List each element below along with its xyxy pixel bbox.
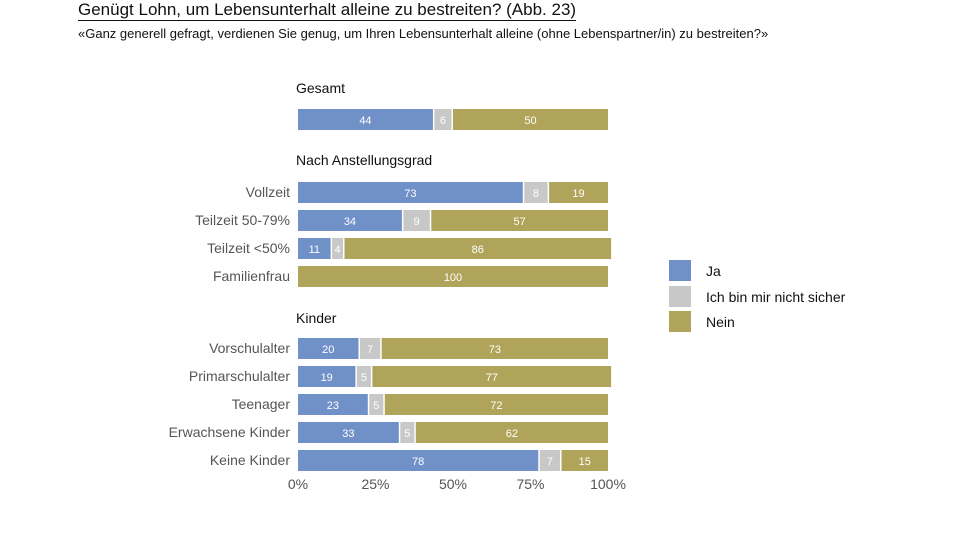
data-label: 33 <box>342 428 354 440</box>
group-header: Gesamt <box>296 80 345 96</box>
data-label: 23 <box>327 400 339 412</box>
data-label: 78 <box>412 456 424 468</box>
data-label: 5 <box>373 400 379 412</box>
x-tick-label: 50% <box>439 476 467 492</box>
data-label: 19 <box>321 372 333 384</box>
data-label: 20 <box>322 344 334 356</box>
bar-segment-ja <box>298 450 539 471</box>
data-label: 4 <box>334 244 340 256</box>
legend-swatch-unsicher <box>669 285 691 307</box>
data-label: 5 <box>361 372 367 384</box>
data-label: 8 <box>533 188 539 200</box>
bar-segment-nein <box>372 366 612 387</box>
bar-segment-unsicher <box>524 182 548 203</box>
data-label: 73 <box>489 344 501 356</box>
legend-label-unsicher: Ich bin mir nicht sicher <box>706 288 846 305</box>
category-label: Familienfrau <box>213 268 290 284</box>
bar-segment-ja <box>298 210 402 231</box>
bar-segment-nein <box>344 238 612 259</box>
data-label: 19 <box>572 188 584 200</box>
legend-label-nein: Nein <box>706 314 735 330</box>
data-label: 7 <box>547 456 553 468</box>
category-label: Keine Kinder <box>210 452 291 468</box>
bar-segment-ja <box>298 366 356 387</box>
bar-segment-unsicher <box>539 450 560 471</box>
data-label: 77 <box>486 372 498 384</box>
bar-segment-nein <box>453 109 608 130</box>
legend-swatch-ja <box>669 260 691 281</box>
data-label: 5 <box>404 428 410 440</box>
x-tick-label: 100% <box>590 476 626 492</box>
group-header: Kinder <box>296 310 337 326</box>
data-label: 9 <box>414 216 420 228</box>
chart-subtitle: «Ganz generell gefragt, verdienen Sie ge… <box>78 26 769 41</box>
data-label: 15 <box>579 456 591 468</box>
data-label: 44 <box>359 115 371 127</box>
category-label: Teilzeit 50-79% <box>195 212 290 228</box>
bar-segment-ja <box>298 394 368 415</box>
category-label: Vorschulalter <box>209 340 290 356</box>
bar-segment-nein <box>431 210 608 231</box>
bar-segment-nein <box>298 266 608 287</box>
category-label: Primarschulalter <box>189 368 290 384</box>
bar-segment-unsicher <box>434 109 452 130</box>
bar-segment-nein <box>415 422 608 443</box>
data-label: 62 <box>506 428 518 440</box>
data-label: 6 <box>440 115 446 127</box>
bar-segment-ja <box>298 338 359 359</box>
bar-segment-nein <box>561 450 608 471</box>
bar-segment-nein <box>549 182 608 203</box>
category-label: Teenager <box>232 396 291 412</box>
group-header: Nach Anstellungsgrad <box>296 152 432 168</box>
bar-segment-nein <box>381 338 608 359</box>
bar-segment-unsicher <box>369 394 384 415</box>
category-label: Vollzeit <box>246 184 290 200</box>
data-label: 57 <box>514 216 526 228</box>
bar-segment-unsicher <box>400 422 415 443</box>
chart-title: Genügt Lohn, um Lebensunterhalt alleine … <box>78 0 577 21</box>
data-label: 50 <box>524 115 536 127</box>
data-label: 7 <box>367 344 373 356</box>
legend-label-ja: Ja <box>706 263 721 279</box>
bar-segment-unsicher <box>403 210 430 231</box>
legend-swatch-nein <box>669 311 691 332</box>
bar-segment-ja <box>298 422 399 443</box>
data-label: 73 <box>404 188 416 200</box>
data-label: 34 <box>344 216 356 228</box>
x-tick-label: 0% <box>288 476 308 492</box>
data-label: 100 <box>444 272 462 284</box>
bar-segment-ja <box>298 109 433 130</box>
category-label: Teilzeit <50% <box>207 240 290 256</box>
bar-segment-unsicher <box>332 238 343 259</box>
bar-segment-unsicher <box>360 338 381 359</box>
bar-segment-ja <box>298 182 523 203</box>
bar-segment-nein <box>384 394 608 415</box>
data-label: 72 <box>490 400 502 412</box>
x-tick-label: 75% <box>516 476 544 492</box>
data-label: 11 <box>309 244 320 256</box>
x-tick-label: 25% <box>361 476 389 492</box>
bar-segment-unsicher <box>356 366 371 387</box>
data-label: 86 <box>472 244 484 256</box>
category-label: Erwachsene Kinder <box>169 424 291 440</box>
bar-segment-ja <box>298 238 331 259</box>
